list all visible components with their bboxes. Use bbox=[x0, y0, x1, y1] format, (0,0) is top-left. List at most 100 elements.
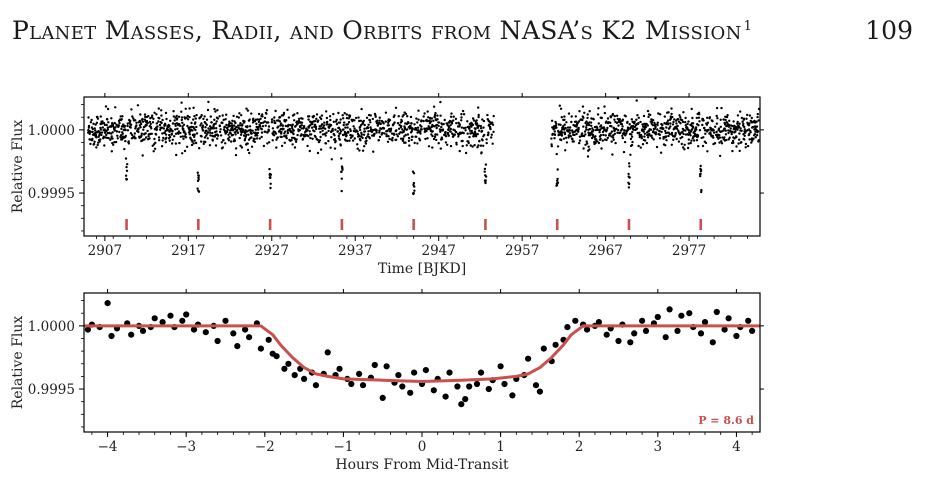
flux-point bbox=[577, 126, 580, 130]
flux-point bbox=[460, 119, 463, 122]
flux-point bbox=[292, 132, 295, 136]
flux-point bbox=[616, 97, 620, 100]
binned-flux-point bbox=[139, 327, 147, 334]
flux-point bbox=[580, 132, 584, 135]
flux-point bbox=[491, 121, 494, 124]
flux-point bbox=[436, 114, 439, 117]
flux-point bbox=[612, 138, 615, 141]
flux-point bbox=[225, 123, 228, 127]
binned-flux-point bbox=[348, 380, 355, 388]
flux-point bbox=[587, 145, 590, 148]
flux-point bbox=[635, 99, 638, 102]
flux-point bbox=[601, 139, 604, 142]
binned-flux-point bbox=[532, 382, 540, 389]
flux-point bbox=[181, 152, 184, 155]
binned-flux-point bbox=[701, 319, 709, 326]
flux-point bbox=[621, 136, 624, 140]
flux-point bbox=[687, 120, 690, 123]
flux-point bbox=[267, 125, 271, 128]
flux-point bbox=[221, 114, 224, 117]
flux-point bbox=[238, 124, 242, 127]
binned-flux-point bbox=[371, 361, 378, 369]
flux-point bbox=[748, 132, 751, 136]
flux-point bbox=[212, 127, 216, 130]
flux-point bbox=[412, 181, 416, 185]
flux-point bbox=[630, 135, 634, 138]
flux-point bbox=[274, 121, 277, 125]
flux-point bbox=[646, 136, 650, 139]
flux-point bbox=[155, 128, 159, 131]
flux-point bbox=[690, 128, 694, 131]
flux-point bbox=[415, 135, 418, 138]
flux-point bbox=[265, 112, 268, 115]
flux-point bbox=[569, 135, 572, 138]
flux-point bbox=[314, 135, 317, 139]
binned-flux-point bbox=[104, 300, 111, 307]
flux-point bbox=[635, 118, 638, 121]
flux-point bbox=[127, 142, 131, 145]
flux-point bbox=[600, 116, 603, 120]
flux-point bbox=[565, 141, 569, 144]
time-series-panel: 2907 2917 2927 2937 2947 2957 2967 2977 1.0000 0.… bbox=[10, 93, 764, 277]
flux-point bbox=[396, 135, 400, 138]
flux-point bbox=[432, 105, 436, 108]
flux-point bbox=[617, 124, 620, 127]
flux-point bbox=[475, 119, 478, 122]
flux-point bbox=[105, 123, 108, 127]
flux-point bbox=[592, 118, 595, 121]
flux-point bbox=[474, 127, 477, 131]
flux-point bbox=[152, 150, 155, 153]
flux-point bbox=[274, 132, 278, 135]
flux-point bbox=[695, 128, 698, 131]
flux-point bbox=[559, 123, 562, 127]
flux-point bbox=[117, 124, 121, 128]
flux-point bbox=[680, 118, 684, 122]
flux-point bbox=[379, 122, 382, 126]
flux-point bbox=[152, 117, 155, 121]
flux-point bbox=[195, 132, 199, 135]
flux-point bbox=[629, 137, 633, 141]
flux-point bbox=[639, 146, 642, 149]
flux-point bbox=[731, 139, 735, 143]
flux-point bbox=[599, 134, 603, 137]
flux-point bbox=[194, 128, 197, 132]
flux-point bbox=[300, 127, 303, 130]
flux-point bbox=[635, 127, 639, 130]
flux-point bbox=[576, 121, 579, 125]
flux-point bbox=[359, 139, 362, 142]
flux-point bbox=[257, 120, 261, 124]
flux-point bbox=[96, 143, 99, 147]
time-axis-label: Time [BJKD] bbox=[378, 261, 466, 277]
flux-point bbox=[686, 146, 690, 150]
flux-point bbox=[394, 106, 398, 110]
flux-point bbox=[238, 136, 241, 140]
flux-point bbox=[115, 130, 119, 133]
flux-point bbox=[617, 129, 620, 132]
flux-point bbox=[175, 114, 178, 118]
hours-axis-label: Hours From Mid-Transit bbox=[335, 457, 509, 473]
flux-point bbox=[184, 136, 188, 139]
flux-point bbox=[748, 122, 751, 125]
flux-point bbox=[654, 97, 657, 100]
flux-point bbox=[209, 115, 212, 118]
flux-point bbox=[328, 126, 331, 129]
flux-point bbox=[718, 154, 722, 158]
flux-point bbox=[334, 120, 338, 123]
flux-point bbox=[162, 136, 165, 140]
flux-point bbox=[419, 130, 422, 133]
flux-point bbox=[570, 120, 573, 124]
flux-point bbox=[231, 119, 234, 123]
flux-point bbox=[611, 112, 615, 116]
flux-point bbox=[151, 121, 155, 124]
flux-point bbox=[386, 129, 389, 132]
y-tick-label: 1.0000 bbox=[28, 123, 75, 139]
flux-point bbox=[732, 141, 735, 144]
flux-point bbox=[674, 131, 677, 135]
flux-point bbox=[213, 118, 216, 122]
flux-point bbox=[409, 125, 412, 128]
flux-point bbox=[239, 133, 243, 136]
flux-point bbox=[684, 124, 687, 127]
flux-point bbox=[160, 126, 164, 129]
flux-axis-label-top: Relative Flux bbox=[10, 120, 26, 214]
flux-point bbox=[675, 137, 678, 141]
